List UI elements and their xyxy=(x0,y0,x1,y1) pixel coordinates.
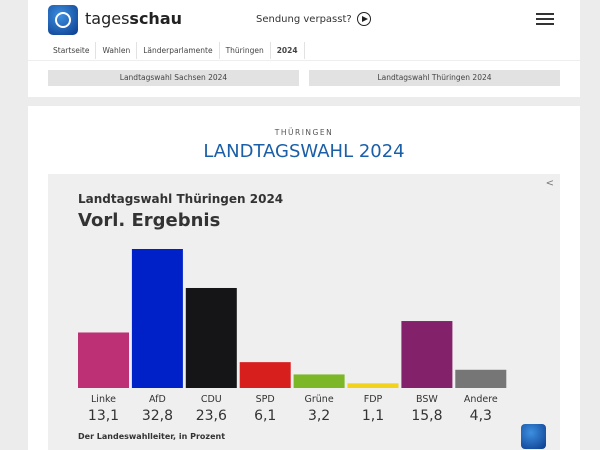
tagesschau-logo-icon xyxy=(521,424,546,449)
brand-light: tages xyxy=(85,9,130,28)
breadcrumb: Startseite Wahlen Länderparlamente Thüri… xyxy=(48,42,305,59)
value-label: 1,1 xyxy=(362,408,384,424)
value-label: 4,3 xyxy=(470,408,492,424)
bar-linke[interactable] xyxy=(78,332,129,388)
menu-icon[interactable] xyxy=(536,13,554,25)
breadcrumb-item[interactable]: Wahlen xyxy=(96,42,138,59)
bar-fdp[interactable] xyxy=(347,383,399,388)
brand-bold: schau xyxy=(129,9,183,28)
page-title: LANDTAGSWAHL 2024 xyxy=(203,141,405,162)
divider xyxy=(28,60,580,61)
bar-chart: Linke 13,1 AfD 32,8 CDU 23,6 SPD 6,1 Grüne 3,2 FDP… xyxy=(78,249,507,424)
category-label: BSW xyxy=(416,394,438,405)
category-label: CDU xyxy=(201,394,222,405)
breadcrumb-item[interactable]: Länderparlamente xyxy=(137,42,220,59)
value-label: 3,2 xyxy=(308,408,330,424)
bar-afd[interactable] xyxy=(131,249,183,388)
category-label: AfD xyxy=(149,394,166,405)
bar-andere[interactable] xyxy=(455,369,507,388)
category-label: SPD xyxy=(256,394,275,405)
share-icon[interactable]: < xyxy=(545,178,554,189)
breadcrumb-item[interactable]: Thüringen xyxy=(220,42,271,59)
category-label: Grüne xyxy=(305,394,334,405)
chart-source: Der Landeswahlleiter, in Prozent xyxy=(78,432,226,441)
chart-title: Landtagswahl Thüringen 2024 xyxy=(78,192,284,206)
play-icon xyxy=(356,12,371,26)
missed-broadcast-link[interactable]: Sendung verpasst? xyxy=(256,12,371,26)
breadcrumb-item[interactable]: Startseite xyxy=(48,42,97,59)
breadcrumb-item: 2024 xyxy=(271,42,305,59)
site-header: tagesschau Sendung verpasst? Startseite … xyxy=(28,0,580,97)
chart-panel: Landtagswahl Thüringen 2024 Vorl. Ergebn… xyxy=(48,174,560,450)
brand-name[interactable]: tagesschau xyxy=(85,9,182,28)
missed-label: Sendung verpasst? xyxy=(256,13,352,25)
bar-cdu[interactable] xyxy=(185,287,237,388)
category-label: Andere xyxy=(464,394,498,405)
tab-thueringen[interactable]: Landtagswahl Thüringen 2024 xyxy=(309,70,560,86)
tab-sachsen[interactable]: Landtagswahl Sachsen 2024 xyxy=(48,70,299,86)
value-label: 6,1 xyxy=(254,408,276,424)
bar-spd[interactable] xyxy=(239,362,291,388)
tagesschau-logo-icon[interactable] xyxy=(48,5,78,35)
category-label: FDP xyxy=(364,394,383,405)
bar-bsw[interactable] xyxy=(401,321,453,388)
value-label: 32,8 xyxy=(142,408,173,424)
chart-subtitle: Vorl. Ergebnis xyxy=(78,210,221,231)
value-label: 15,8 xyxy=(411,408,442,424)
main-content: THÜRINGEN LANDTAGSWAHL 2024 Landtagswahl… xyxy=(28,106,580,450)
category-label: Linke xyxy=(91,394,116,405)
value-label: 23,6 xyxy=(196,408,227,424)
kicker: THÜRINGEN xyxy=(274,128,334,137)
value-label: 13,1 xyxy=(88,408,119,424)
bar-grüne[interactable] xyxy=(293,374,345,388)
